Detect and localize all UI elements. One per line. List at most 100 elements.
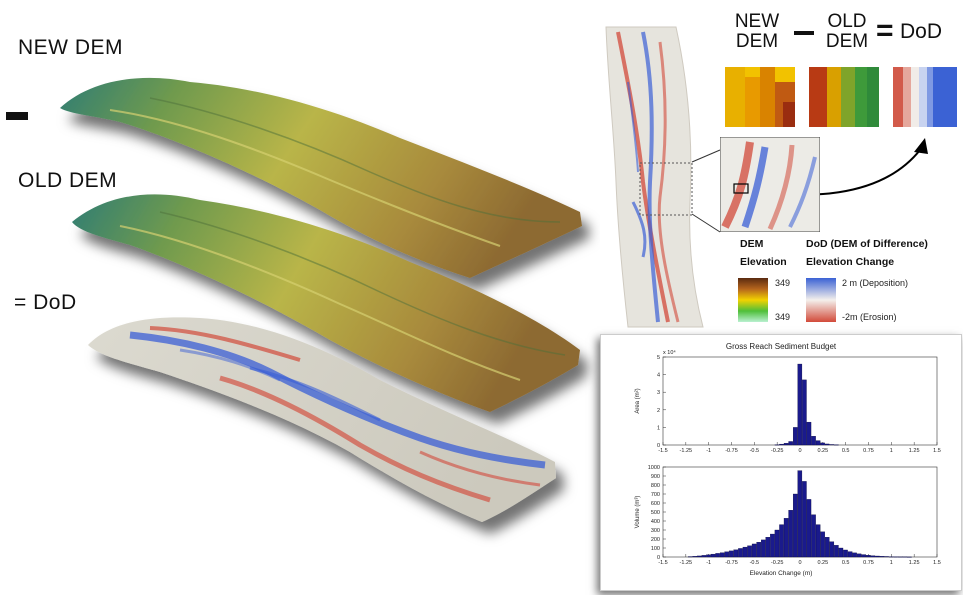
histogram-bar [724, 551, 730, 558]
x-tick-label: -0.5 [750, 448, 759, 454]
dem-legend-bar [738, 278, 768, 322]
histogram-bar [852, 552, 857, 558]
histogram-bar [856, 553, 862, 558]
x-tick-label: -0.25 [771, 448, 784, 454]
histogram-bar [719, 552, 725, 558]
channel-map [605, 26, 704, 328]
x-tick-label: 0.75 [863, 448, 874, 454]
y-tick-label: 5 [657, 355, 660, 361]
old-dem-surface [72, 194, 580, 412]
x-tick-label: -1 [706, 448, 711, 454]
dem-legend-title1: DEM [740, 238, 764, 250]
dod-legend-bar [806, 278, 836, 322]
eq-old-line1: OLD [827, 11, 867, 32]
histogram-bar [866, 555, 871, 558]
y-tick-label: 700 [651, 492, 660, 498]
x-tick-label: -0.75 [725, 560, 738, 566]
eq-equals: = [876, 14, 894, 47]
histogram-bar [907, 556, 912, 558]
eq-dod: DoD [900, 20, 943, 43]
histogram-bar [888, 556, 894, 558]
x-tick-label: 1.5 [933, 448, 941, 454]
eq-new-dem: NEW DEM [728, 12, 786, 52]
histogram-bar [824, 537, 830, 558]
y-tick-label: 300 [651, 528, 660, 534]
histogram-bar [761, 539, 766, 558]
histogram-bar [820, 442, 825, 446]
histogram-bar [756, 541, 761, 558]
y-tick-label: 200 [651, 537, 660, 543]
dem-legend-title2: Elevation [740, 256, 787, 268]
histogram-bar [779, 524, 784, 558]
histogram-bar [783, 443, 789, 446]
histogram-bar [788, 510, 793, 558]
y-tick-label: 100 [651, 546, 660, 552]
eq-minus [794, 31, 814, 35]
x-tick-label: -0.75 [725, 448, 738, 454]
zoom-inset [720, 137, 820, 232]
equals-dod-label: = DoD [14, 291, 77, 314]
eq-swatch-new [725, 67, 795, 127]
eq-old-dem: OLD DEM [818, 12, 876, 52]
histogram-bar [811, 436, 816, 446]
histogram-bar [811, 514, 816, 558]
x-tick-label: 0.25 [817, 560, 828, 566]
histogram-bar [792, 493, 798, 558]
sediment-budget-panel: Gross Reach Sediment Budget 0 1 2 3 4 5 -1.5 -1.… [600, 334, 962, 591]
y-tick-label: 900 [651, 474, 660, 480]
histogram-bar [861, 554, 867, 558]
histogram-bar [802, 481, 807, 558]
eq-new-line1: NEW [734, 11, 780, 32]
histogram-bar [820, 531, 825, 558]
histogram-bar [829, 541, 835, 558]
histogram-bar [806, 499, 812, 558]
histogram-bar [765, 537, 771, 558]
histogram-bar [687, 556, 693, 558]
histogram-bar [715, 553, 720, 558]
histogram-bar [893, 556, 898, 558]
histogram-bar [843, 549, 848, 558]
y-tick-label: 1000 [648, 465, 660, 471]
sediment-budget-chart: Gross Reach Sediment Budget 0 1 2 3 4 5 -1.5 -1.… [635, 342, 941, 577]
dod-legend-title1: DoD (DEM of Difference) [806, 238, 928, 250]
y-tick-label: 2 [657, 408, 660, 414]
histogram-bar [792, 427, 798, 446]
new-dem-label: NEW DEM [18, 36, 123, 59]
y-axis-label: Area (m²) [635, 388, 641, 413]
x-tick-label: -1 [706, 560, 711, 566]
histogram-bar [747, 545, 752, 558]
y-axis-label: Volume (m³) [635, 496, 641, 529]
histogram-bar [697, 555, 702, 558]
new-dem-surface [60, 77, 582, 278]
x-axis-label: Elevation Change (m) [750, 570, 813, 577]
eq-old-line2: DEM [825, 31, 869, 52]
histogram-bar [751, 543, 757, 558]
x-tick-label: 0.5 [842, 448, 850, 454]
x-tick-label: 0 [798, 560, 801, 566]
histogram-bar [879, 556, 885, 558]
histogram-bar [706, 554, 711, 558]
x-tick-label: 0 [798, 448, 801, 454]
x-tick-label: 1.25 [909, 448, 920, 454]
y-exponent: x 10⁴ [663, 349, 676, 356]
dod-legend-title2: Elevation Change [806, 256, 895, 268]
histogram-bar [710, 553, 716, 558]
chart-title: Gross Reach Sediment Budget [726, 342, 837, 351]
histogram-bar [742, 546, 748, 558]
x-tick-label: 1.5 [933, 560, 941, 566]
histogram-bar [797, 470, 803, 558]
y-tick-label: 0 [657, 555, 660, 561]
histogram-bar [815, 524, 821, 558]
old-dem-label: OLD DEM [18, 169, 118, 192]
histogram-bar [729, 550, 734, 558]
x-tick-label: 0.25 [817, 448, 828, 454]
x-tick-label: 1 [890, 448, 893, 454]
histogram-bar [774, 444, 780, 446]
y-tick-label: 1 [657, 425, 660, 431]
histogram-bar [774, 529, 780, 558]
histogram-bar [701, 555, 707, 558]
histogram-bar [902, 556, 908, 558]
histogram-bar [738, 548, 743, 558]
eq-swatch-old [809, 67, 879, 127]
x-tick-label: -1.5 [658, 448, 667, 454]
